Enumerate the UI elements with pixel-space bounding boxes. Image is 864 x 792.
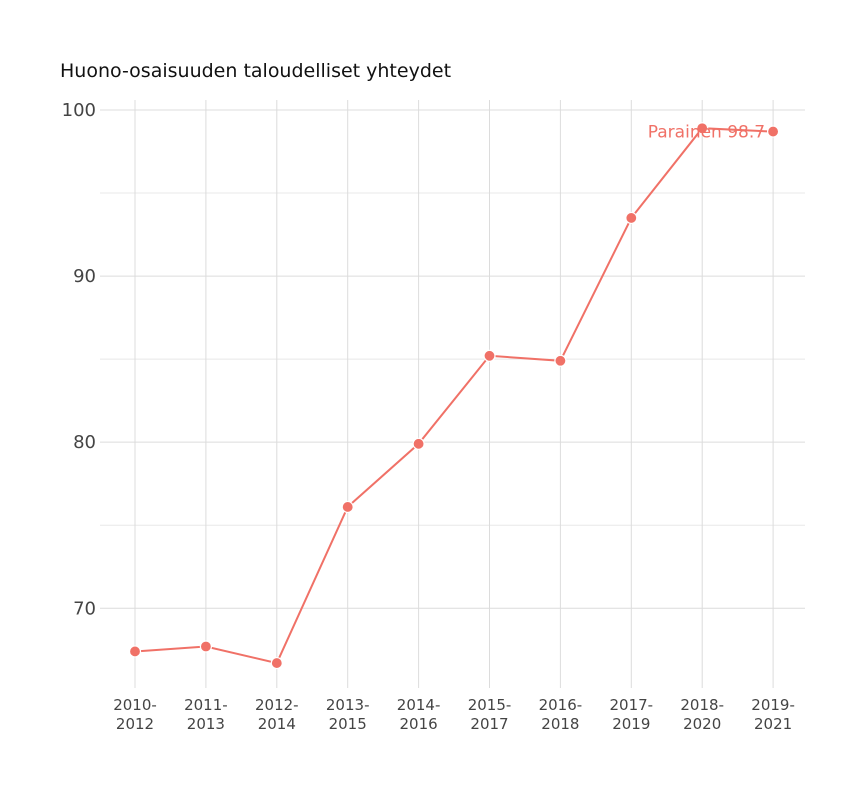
- x-tick-label-line: 2011-: [184, 696, 228, 714]
- x-tick-label-line: 2014-: [397, 696, 441, 714]
- x-tick-label-line: 2017-: [610, 696, 654, 714]
- x-tick-label: 2015-2017: [468, 696, 512, 733]
- y-tick-label: 90: [73, 266, 96, 287]
- x-tick-label-line: 2015-: [468, 696, 512, 714]
- x-tick-label-line: 2013: [187, 715, 225, 733]
- gridlines: [100, 100, 805, 688]
- y-tick-label: 80: [73, 432, 96, 453]
- x-tick-label-line: 2018-: [680, 696, 724, 714]
- x-tick-label-line: 2015: [329, 715, 367, 733]
- x-tick-label: 2012-2014: [255, 696, 299, 733]
- y-axis-tick-labels: 70 80 90 100: [62, 100, 96, 619]
- x-tick-label-line: 2014: [258, 715, 296, 733]
- x-tick-label-line: 2020: [683, 715, 721, 733]
- data-point: [766, 125, 780, 138]
- data-point: [270, 656, 283, 670]
- x-tick-label: 2016-2018: [539, 696, 583, 733]
- x-tick-label: 2018-2020: [680, 696, 724, 733]
- x-tick-label-line: 2010-: [113, 696, 157, 714]
- x-tick-label: 2017-2019: [610, 696, 654, 733]
- data-point: [128, 645, 142, 658]
- x-tick-label-line: 2012: [116, 715, 154, 733]
- data-point: [341, 500, 354, 514]
- series-line: [134, 127, 774, 665]
- y-tick-label: 70: [73, 598, 96, 619]
- x-tick-label-line: 2016-: [539, 696, 583, 714]
- x-tick-label-line: 2016: [400, 715, 438, 733]
- x-tick-label: 2011-2013: [184, 696, 228, 733]
- series-end-labels: Parainen 98.7: [648, 123, 765, 143]
- data-point: [199, 640, 212, 653]
- data-point: [554, 354, 567, 367]
- y-tick-label: 100: [62, 100, 96, 121]
- series-lines: [134, 127, 774, 665]
- series-points: [128, 122, 780, 670]
- x-tick-label-line: 2018: [541, 715, 579, 733]
- data-point: [483, 349, 496, 362]
- data-point: [696, 122, 709, 135]
- x-tick-label: 2013-2015: [326, 696, 370, 733]
- data-point: [412, 437, 425, 450]
- x-tick-label-line: 2019-: [751, 696, 795, 714]
- x-tick-label-line: 2012-: [255, 696, 299, 714]
- series-end-label: Parainen 98.7: [648, 123, 765, 143]
- x-tick-label: 2010-2012: [113, 696, 157, 733]
- x-tick-label-line: 2021: [754, 715, 792, 733]
- x-tick-label-line: 2019: [612, 715, 650, 733]
- x-tick-label-line: 2017: [470, 715, 508, 733]
- x-tick-label: 2014-2016: [397, 696, 441, 733]
- x-tick-label: 2019-2021: [751, 696, 795, 733]
- chart-title: Huono-osaisuuden taloudelliset yhteydet: [60, 60, 451, 82]
- data-point: [625, 211, 638, 225]
- x-axis-tick-labels: 2010-2012 2011-2013 2012-2014 2013-2015 2014…: [113, 696, 795, 733]
- x-tick-label-line: 2013-: [326, 696, 370, 714]
